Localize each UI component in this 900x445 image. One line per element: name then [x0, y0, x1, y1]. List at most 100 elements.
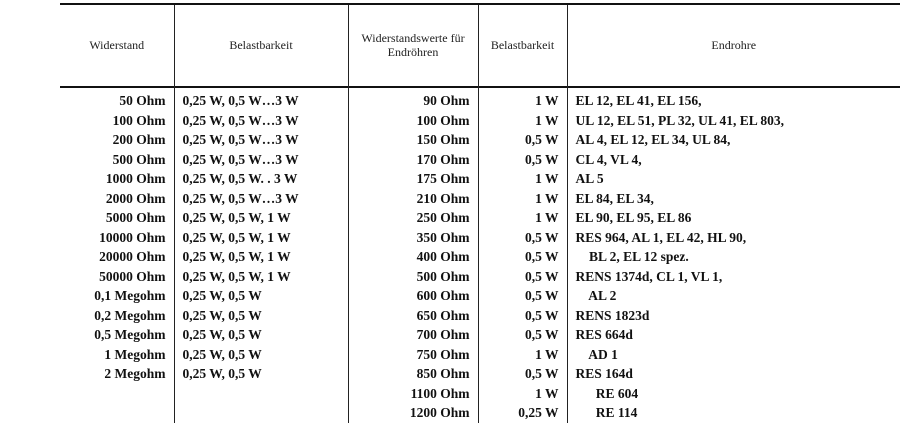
cell-belastbarkeit: [173, 383, 348, 403]
cell-belastbarkeit-2: 0,5 W: [477, 286, 567, 306]
cell-endrohre: RENS 1374d, CL 1, VL 1,: [566, 266, 900, 286]
cell-endrohre: EL 12, EL 41, EL 156,: [566, 85, 900, 111]
cell-endrohre: RE 604: [566, 383, 900, 403]
cell-widerstandswert: 100 Ohm: [347, 110, 478, 130]
cell-belastbarkeit-2: 0,5 W: [477, 364, 567, 384]
table-row: 0,2 Megohm 0,25 W, 0,5 W 650 Ohm 0,5 W RENS …: [60, 305, 900, 325]
cell-widerstandswert: 750 Ohm: [347, 344, 478, 364]
cell-endrohre: RES 164d: [566, 364, 900, 384]
header-widerstand: Widerstand: [89, 38, 145, 52]
cell-widerstand: 1000 Ohm: [105, 171, 166, 186]
cell-widerstand: [60, 403, 174, 423]
cell-widerstandswert: 1200 Ohm: [347, 403, 478, 423]
cell-widerstandswert: 850 Ohm: [347, 364, 478, 384]
cell-widerstandswert: 650 Ohm: [347, 305, 478, 325]
cell-belastbarkeit: 0,25 W, 0,5 W…3 W: [173, 188, 348, 208]
cell-widerstand: 0,2 Megohm: [94, 307, 166, 323]
cell-belastbarkeit-2: 0,5 W: [477, 266, 567, 286]
cell-endrohre: UL 12, EL 51, PL 32, UL 41, EL 803,: [566, 110, 900, 130]
table-row: 1000 Ohm 0,25 W, 0,5 W. . 3 W 175 Ohm 1 W AL…: [60, 169, 900, 189]
cell-widerstandswert: 350 Ohm: [347, 227, 478, 247]
cell-belastbarkeit: 0,25 W, 0,5 W, 1 W: [173, 208, 348, 228]
table-row: 5000 Ohm 0,25 W, 0,5 W, 1 W 250 Ohm 1 W EL 9…: [60, 208, 900, 228]
header-row: Widerstand Belastbarkeit Widerstands­wer…: [60, 5, 900, 85]
cell-widerstand: 200 Ohm: [112, 132, 166, 147]
cell-belastbarkeit: 0,25 W, 0,5 W…3 W: [173, 130, 348, 150]
cell-belastbarkeit: 0,25 W, 0,5 W…3 W: [173, 85, 348, 111]
cell-endrohre: RES 964, AL 1, EL 42, HL 90,: [566, 227, 900, 247]
cell-belastbarkeit-2: 0,25 W: [477, 403, 567, 423]
cell-belastbarkeit-2: 0,5 W: [477, 325, 567, 345]
cell-belastbarkeit: 0,25 W, 0,5 W: [173, 364, 348, 384]
cell-endrohre: RE 114: [566, 403, 900, 423]
cell-widerstand: 2000 Ohm: [105, 190, 166, 206]
header-belastbarkeit: Belastbarkeit: [173, 5, 348, 85]
cell-widerstand: 0,5 Megohm: [94, 327, 166, 342]
cell-widerstand: 1 Megohm: [104, 346, 166, 362]
cell-belastbarkeit: 0,25 W, 0,5 W: [173, 325, 348, 345]
top-rule: [60, 3, 900, 5]
cell-widerstandswert: 500 Ohm: [347, 266, 478, 286]
cell-belastbarkeit-2: 1 W: [477, 208, 567, 228]
cell-widerstand: 50000 Ohm: [99, 268, 166, 284]
table-row: 2000 Ohm 0,25 W, 0,5 W…3 W 210 Ohm 1 W EL 84…: [60, 188, 900, 208]
header-widerstandswerte: Widerstands­werte für Endröhren: [347, 5, 478, 85]
cell-widerstandswert: 1100 Ohm: [347, 383, 478, 403]
table-row: 2 Megohm 0,25 W, 0,5 W 850 Ohm 0,5 W RES 164…: [60, 364, 900, 384]
cell-belastbarkeit: [173, 403, 348, 423]
table-row: 100 Ohm 0,25 W, 0,5 W…3 W 100 Ohm 1 W UL 12,…: [60, 110, 900, 130]
cell-endrohre: EL 90, EL 95, EL 86: [566, 208, 900, 228]
resistor-table: Widerstand Belastbarkeit Widerstands­wer…: [60, 5, 900, 423]
cell-endrohre: AL 2: [566, 286, 900, 306]
cell-widerstandswert: 400 Ohm: [347, 247, 478, 267]
cell-endrohre: EL 84, EL 34,: [566, 188, 900, 208]
cell-belastbarkeit-2: 0,5 W: [477, 130, 567, 150]
cell-widerstand: 500 Ohm: [112, 151, 166, 167]
cell-belastbarkeit: 0,25 W, 0,5 W: [173, 344, 348, 364]
cell-widerstand: 2 Megohm: [104, 366, 166, 381]
cell-belastbarkeit-2: 1 W: [477, 85, 567, 111]
cell-widerstandswert: 90 Ohm: [347, 85, 478, 111]
table-row: 1200 Ohm 0,25 W RE 114: [60, 403, 900, 423]
cell-belastbarkeit: 0,25 W, 0,5 W: [173, 305, 348, 325]
cell-belastbarkeit: 0,25 W, 0,5 W…3 W: [173, 149, 348, 169]
table-row: 0,5 Megohm 0,25 W, 0,5 W 700 Ohm 0,5 W RES 6…: [60, 325, 900, 345]
cell-widerstandswert: 210 Ohm: [347, 188, 478, 208]
cell-belastbarkeit: 0,25 W, 0,5 W: [173, 286, 348, 306]
cell-belastbarkeit: 0,25 W, 0,5 W. . 3 W: [173, 169, 348, 189]
cell-endrohre: AL 4, EL 12, EL 34, UL 84,: [566, 130, 900, 150]
cell-widerstand: 10000 Ohm: [99, 229, 166, 245]
table-row: 500 Ohm 0,25 W, 0,5 W…3 W 170 Ohm 0,5 W CL 4…: [60, 149, 900, 169]
cell-belastbarkeit-2: 1 W: [477, 383, 567, 403]
table-row: 200 Ohm 0,25 W, 0,5 W…3 W 150 Ohm 0,5 W AL 4…: [60, 130, 900, 150]
cell-belastbarkeit-2: 0,5 W: [477, 305, 567, 325]
cell-belastbarkeit-2: 0,5 W: [477, 149, 567, 169]
cell-widerstandswert: 175 Ohm: [347, 169, 478, 189]
cell-belastbarkeit-2: 0,5 W: [477, 247, 567, 267]
cell-endrohre: RES 664d: [566, 325, 900, 345]
cell-endrohre: AD 1: [566, 344, 900, 364]
table-row: 20000 Ohm 0,25 W, 0,5 W, 1 W 400 Ohm 0,5 W …: [60, 247, 900, 267]
cell-belastbarkeit-2: 1 W: [477, 169, 567, 189]
cell-widerstand: 5000 Ohm: [105, 210, 166, 225]
cell-widerstand: 0,1 Megohm: [94, 288, 166, 303]
cell-widerstand: [60, 384, 174, 404]
cell-widerstand: 50 Ohm: [119, 93, 166, 108]
cell-widerstand: 100 Ohm: [112, 112, 166, 128]
cell-belastbarkeit: 0,25 W, 0,5 W, 1 W: [173, 227, 348, 247]
cell-widerstandswert: 600 Ohm: [347, 286, 478, 306]
cell-widerstandswert: 170 Ohm: [347, 149, 478, 169]
cell-endrohre: RENS 1823d: [566, 305, 900, 325]
table-row: 50 Ohm 0,25 W, 0,5 W…3 W 90 Ohm 1 W EL 12, E…: [60, 85, 900, 111]
cell-belastbarkeit: 0,25 W, 0,5 W, 1 W: [173, 266, 348, 286]
cell-belastbarkeit-2: 0,5 W: [477, 227, 567, 247]
cell-widerstandswert: 700 Ohm: [347, 325, 478, 345]
table-row: 1100 Ohm 1 W RE 604: [60, 383, 900, 404]
table-row: 1 Megohm 0,25 W, 0,5 W 750 Ohm 1 W AD 1: [60, 344, 900, 364]
cell-widerstandswert: 250 Ohm: [347, 208, 478, 228]
table-row: 0,1 Megohm 0,25 W, 0,5 W 600 Ohm 0,5 W AL 2: [60, 286, 900, 306]
cell-belastbarkeit: 0,25 W, 0,5 W…3 W: [173, 110, 348, 130]
cell-widerstandswert: 150 Ohm: [347, 130, 478, 150]
